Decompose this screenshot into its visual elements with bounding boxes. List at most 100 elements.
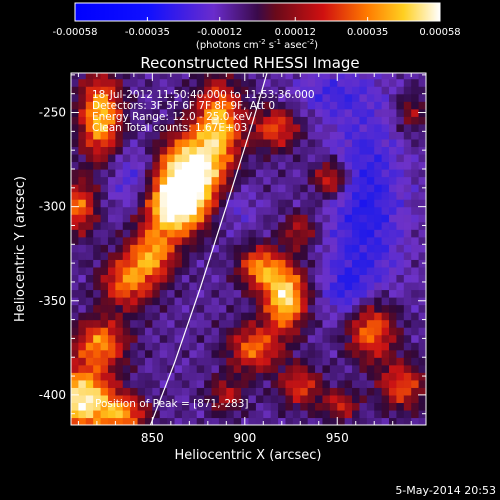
heatmap-cell [174, 221, 183, 230]
heatmap-cell [159, 364, 168, 373]
heatmap-cell [181, 116, 190, 125]
heatmap-cell [263, 229, 272, 238]
heatmap-cell [159, 379, 168, 388]
heatmap-cell [359, 93, 368, 102]
heatmap-cell [396, 244, 405, 253]
heatmap-cell [411, 86, 420, 95]
heatmap-cell [226, 266, 235, 276]
heatmap-cell [122, 342, 131, 351]
heatmap-cell [189, 176, 198, 185]
heatmap-cell [315, 78, 324, 87]
heatmap-cell [359, 206, 368, 215]
heatmap-cell [278, 123, 287, 132]
heatmap-cell [381, 236, 390, 245]
heatmap-cell [85, 266, 94, 276]
heatmap-cell [226, 304, 235, 313]
heatmap-cell [241, 221, 250, 230]
heatmap-cell [115, 78, 124, 87]
heatmap-cell [389, 176, 398, 185]
heatmap-cell [315, 297, 324, 306]
heatmap-cell [418, 319, 426, 328]
heatmap-cell [285, 176, 294, 185]
heatmap-cell [204, 349, 213, 358]
heatmap-cell [248, 312, 257, 321]
heatmap-cell [204, 153, 213, 163]
heatmap-cell [285, 342, 294, 351]
heatmap-cell [374, 214, 383, 223]
heatmap-cell [226, 289, 235, 298]
heatmap-cell [411, 116, 420, 125]
heatmap-cell [93, 334, 102, 343]
heatmap-cell [248, 251, 257, 260]
heatmap-cell [233, 402, 242, 411]
heatmap-cell [307, 251, 316, 260]
heatmap-cell [315, 304, 324, 313]
heatmap-cell [189, 191, 198, 200]
heatmap-cell [270, 206, 279, 215]
heatmap-cell [115, 379, 124, 388]
heatmap-cell [255, 266, 264, 276]
heatmap-cell [278, 146, 287, 155]
heatmap-cell [270, 169, 279, 178]
heatmap-cell [322, 402, 331, 411]
heatmap-cell [93, 184, 102, 193]
heatmap-cell [130, 131, 139, 140]
heatmap-cell [307, 108, 316, 117]
heatmap-cell [71, 206, 79, 215]
heatmap-cell [211, 244, 220, 253]
heatmap-cell [144, 244, 153, 253]
heatmap-cell [196, 334, 205, 343]
peak-position-text: Position of Peak = [871,-283] [95, 398, 249, 410]
heatmap-cell [329, 138, 338, 148]
heatmap-cell [389, 266, 398, 276]
heatmap-cell [100, 394, 109, 404]
heatmap-cell [100, 221, 109, 230]
heatmap-cell [307, 394, 316, 404]
heatmap-cell [307, 357, 316, 366]
heatmap-cell [152, 379, 161, 388]
heatmap-cell [93, 394, 102, 404]
heatmap-cell [174, 281, 183, 291]
heatmap-cell [300, 73, 309, 80]
heatmap-cell [85, 214, 94, 223]
heatmap-cell [196, 327, 205, 336]
heatmap-cell [337, 417, 346, 425]
heatmap-cell [359, 86, 368, 95]
heatmap-cell [418, 169, 426, 178]
heatmap-cell [226, 251, 235, 260]
heatmap-cell [418, 251, 426, 260]
heatmap-cell [159, 289, 168, 298]
heatmap-cell [396, 221, 405, 230]
heatmap-cell [85, 138, 94, 148]
heatmap-cell [181, 101, 190, 110]
heatmap-cell [144, 342, 153, 351]
heatmap-cell [381, 409, 390, 419]
heatmap-cell [159, 402, 168, 411]
heatmap-cell [241, 236, 250, 245]
heatmap-cell [337, 229, 346, 238]
heatmap-cell [189, 417, 198, 425]
heatmap-cell [107, 146, 116, 155]
heatmap-cell [389, 402, 398, 411]
heatmap-cell [263, 221, 272, 230]
heatmap-cell [78, 342, 87, 351]
heatmap-cell [181, 342, 190, 351]
heatmap-cell [300, 259, 309, 268]
heatmap-cell [159, 101, 168, 110]
heatmap-cell [418, 304, 426, 313]
heatmap-cell [167, 364, 176, 373]
heatmap-cell [381, 364, 390, 373]
heatmap-cell [352, 161, 361, 170]
heatmap-cell [130, 304, 139, 313]
heatmap-cell [411, 289, 420, 298]
heatmap-cell [403, 161, 412, 170]
heatmap-cell [270, 123, 279, 132]
heatmap-cell [263, 131, 272, 140]
heatmap-cell [285, 184, 294, 193]
heatmap-cell [226, 259, 235, 268]
heatmap-cell [137, 146, 146, 155]
heatmap-cell [403, 259, 412, 268]
heatmap-cell [307, 221, 316, 230]
heatmap-cell [226, 221, 235, 230]
heatmap-cell [255, 116, 264, 125]
